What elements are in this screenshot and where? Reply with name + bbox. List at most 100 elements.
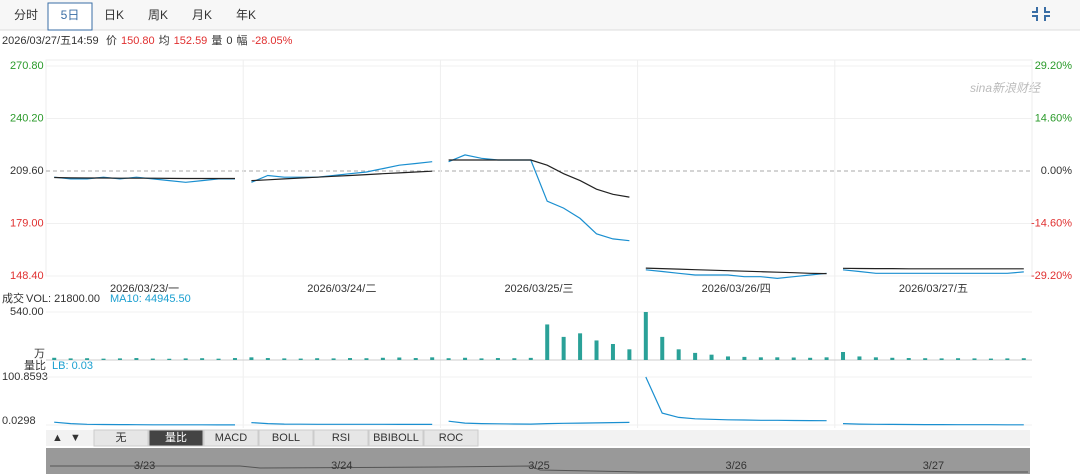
indicator-tab-bg[interactable] [258,429,314,447]
volume-bar [200,358,205,360]
navigator-label: 3/23 [134,460,155,472]
info-date: 2026/03/27/五14:59 [2,35,99,47]
info-chg: -28.05% [251,35,292,47]
y2-tick-label: -14.60% [1031,217,1072,229]
volume-bar [841,352,846,360]
indicator-tab[interactable]: MACD [215,432,247,444]
x-tick-label: 2026/03/25/三 [504,283,573,295]
y2-tick-label: 14.60% [1035,112,1073,124]
tab[interactable]: 年K [236,8,256,22]
volume-bar [742,356,747,360]
avg-line [54,176,235,180]
lb-line [842,423,1024,426]
indicator-tab[interactable]: BOLL [272,432,300,444]
volume-bar [725,356,730,360]
volume-bar [282,358,287,360]
arrow-button[interactable]: ▼ [70,432,81,444]
volume-bar [824,357,829,360]
info-vol_label: 量 [211,34,222,47]
volume-bar [512,358,517,360]
lb-line [645,376,827,422]
navigator-label: 3/26 [725,460,746,472]
volume-bar [890,357,895,360]
volume-bar [101,358,106,360]
y-tick-label: 179.00 [10,217,44,229]
indicator-tab[interactable]: RSI [332,432,350,444]
info-avg: 152.59 [174,35,208,47]
info-price: 150.80 [121,35,155,47]
volume-bar [627,349,632,360]
y2-tick-label: -29.20% [1031,270,1072,282]
volume-bar [348,358,353,360]
volume-bar [68,358,73,360]
volume-bar [249,357,254,360]
volume-bar [693,352,698,360]
volume-bar [446,358,451,360]
navigator-label: 3/25 [528,460,549,472]
avg-line [842,267,1024,270]
y-tick-label: 209.60 [10,165,44,177]
volume-bar [610,344,615,360]
price-line [645,269,827,280]
lb-title: 量比 [24,359,46,372]
indicator-tab-bg[interactable] [423,429,479,447]
indicator-tab-bg[interactable] [313,429,369,447]
volume-bar [578,333,583,360]
volume-bar [1005,358,1010,360]
info-price_label: 价 [106,34,117,47]
lb-line [54,421,235,426]
volume-bar [709,354,714,360]
tab-bar [0,0,1080,30]
volume-bar [397,357,402,360]
indicator-tab[interactable]: ROC [439,432,464,444]
price-line [842,269,1024,274]
tab-active[interactable] [47,2,93,31]
volume-ma: MA10: 44945.50 [110,293,191,305]
volume-bar [956,358,961,360]
indicator-tab-bg[interactable] [148,429,204,447]
collapse-icon[interactable] [1032,7,1050,21]
volume-text: VOL: 21800.00 [26,293,100,305]
tab[interactable]: 日K [104,8,124,22]
volume-bar [873,357,878,360]
volume-bar [988,358,993,360]
lb-text: LB: 0.03 [52,360,93,372]
tab[interactable]: 周K [148,8,168,22]
indicator-tab-bg[interactable] [203,429,259,447]
tab[interactable]: 月K [192,8,212,22]
info-chg_label: 幅 [236,34,247,47]
volume-bar [331,358,336,360]
volume-unit: 万 [34,348,45,360]
indicator-tab[interactable]: 量比 [165,431,187,444]
tab[interactable]: 分时 [14,8,38,22]
navigator-line [50,465,1028,473]
indicator-tab[interactable]: BBIBOLL [373,432,419,444]
navigator-label: 3/24 [331,460,352,472]
lb-tick-label: 0.0298 [2,415,36,427]
lb-line [448,420,630,425]
tab[interactable]: 5日 [61,8,80,22]
avg-line [251,170,433,182]
volume-bar [545,324,550,360]
x-tick-label: 2026/03/23/一 [110,283,179,295]
volume-bar [430,357,435,360]
volume-bar [923,358,928,360]
y2-tick-label: 29.20% [1035,60,1073,72]
volume-bar [265,358,270,360]
volume-bar [594,340,599,360]
indicator-tab-bg[interactable] [368,429,424,447]
watermark: sina新浪财经 [970,81,1042,95]
volume-bar [413,358,418,360]
indicator-tab[interactable]: 无 [116,432,127,444]
volume-title: 成交 [2,291,24,305]
volume-bar [463,357,468,360]
lb-line [251,422,433,425]
arrow-button[interactable]: ▲ [52,432,63,444]
volume-tick-label: 540.00 [10,306,44,318]
y-tick-label: 270.80 [10,60,44,72]
indicator-tab-bg[interactable] [93,429,149,447]
lb-tick-label: 100.8593 [2,371,48,383]
y-tick-label: 148.40 [10,270,44,282]
